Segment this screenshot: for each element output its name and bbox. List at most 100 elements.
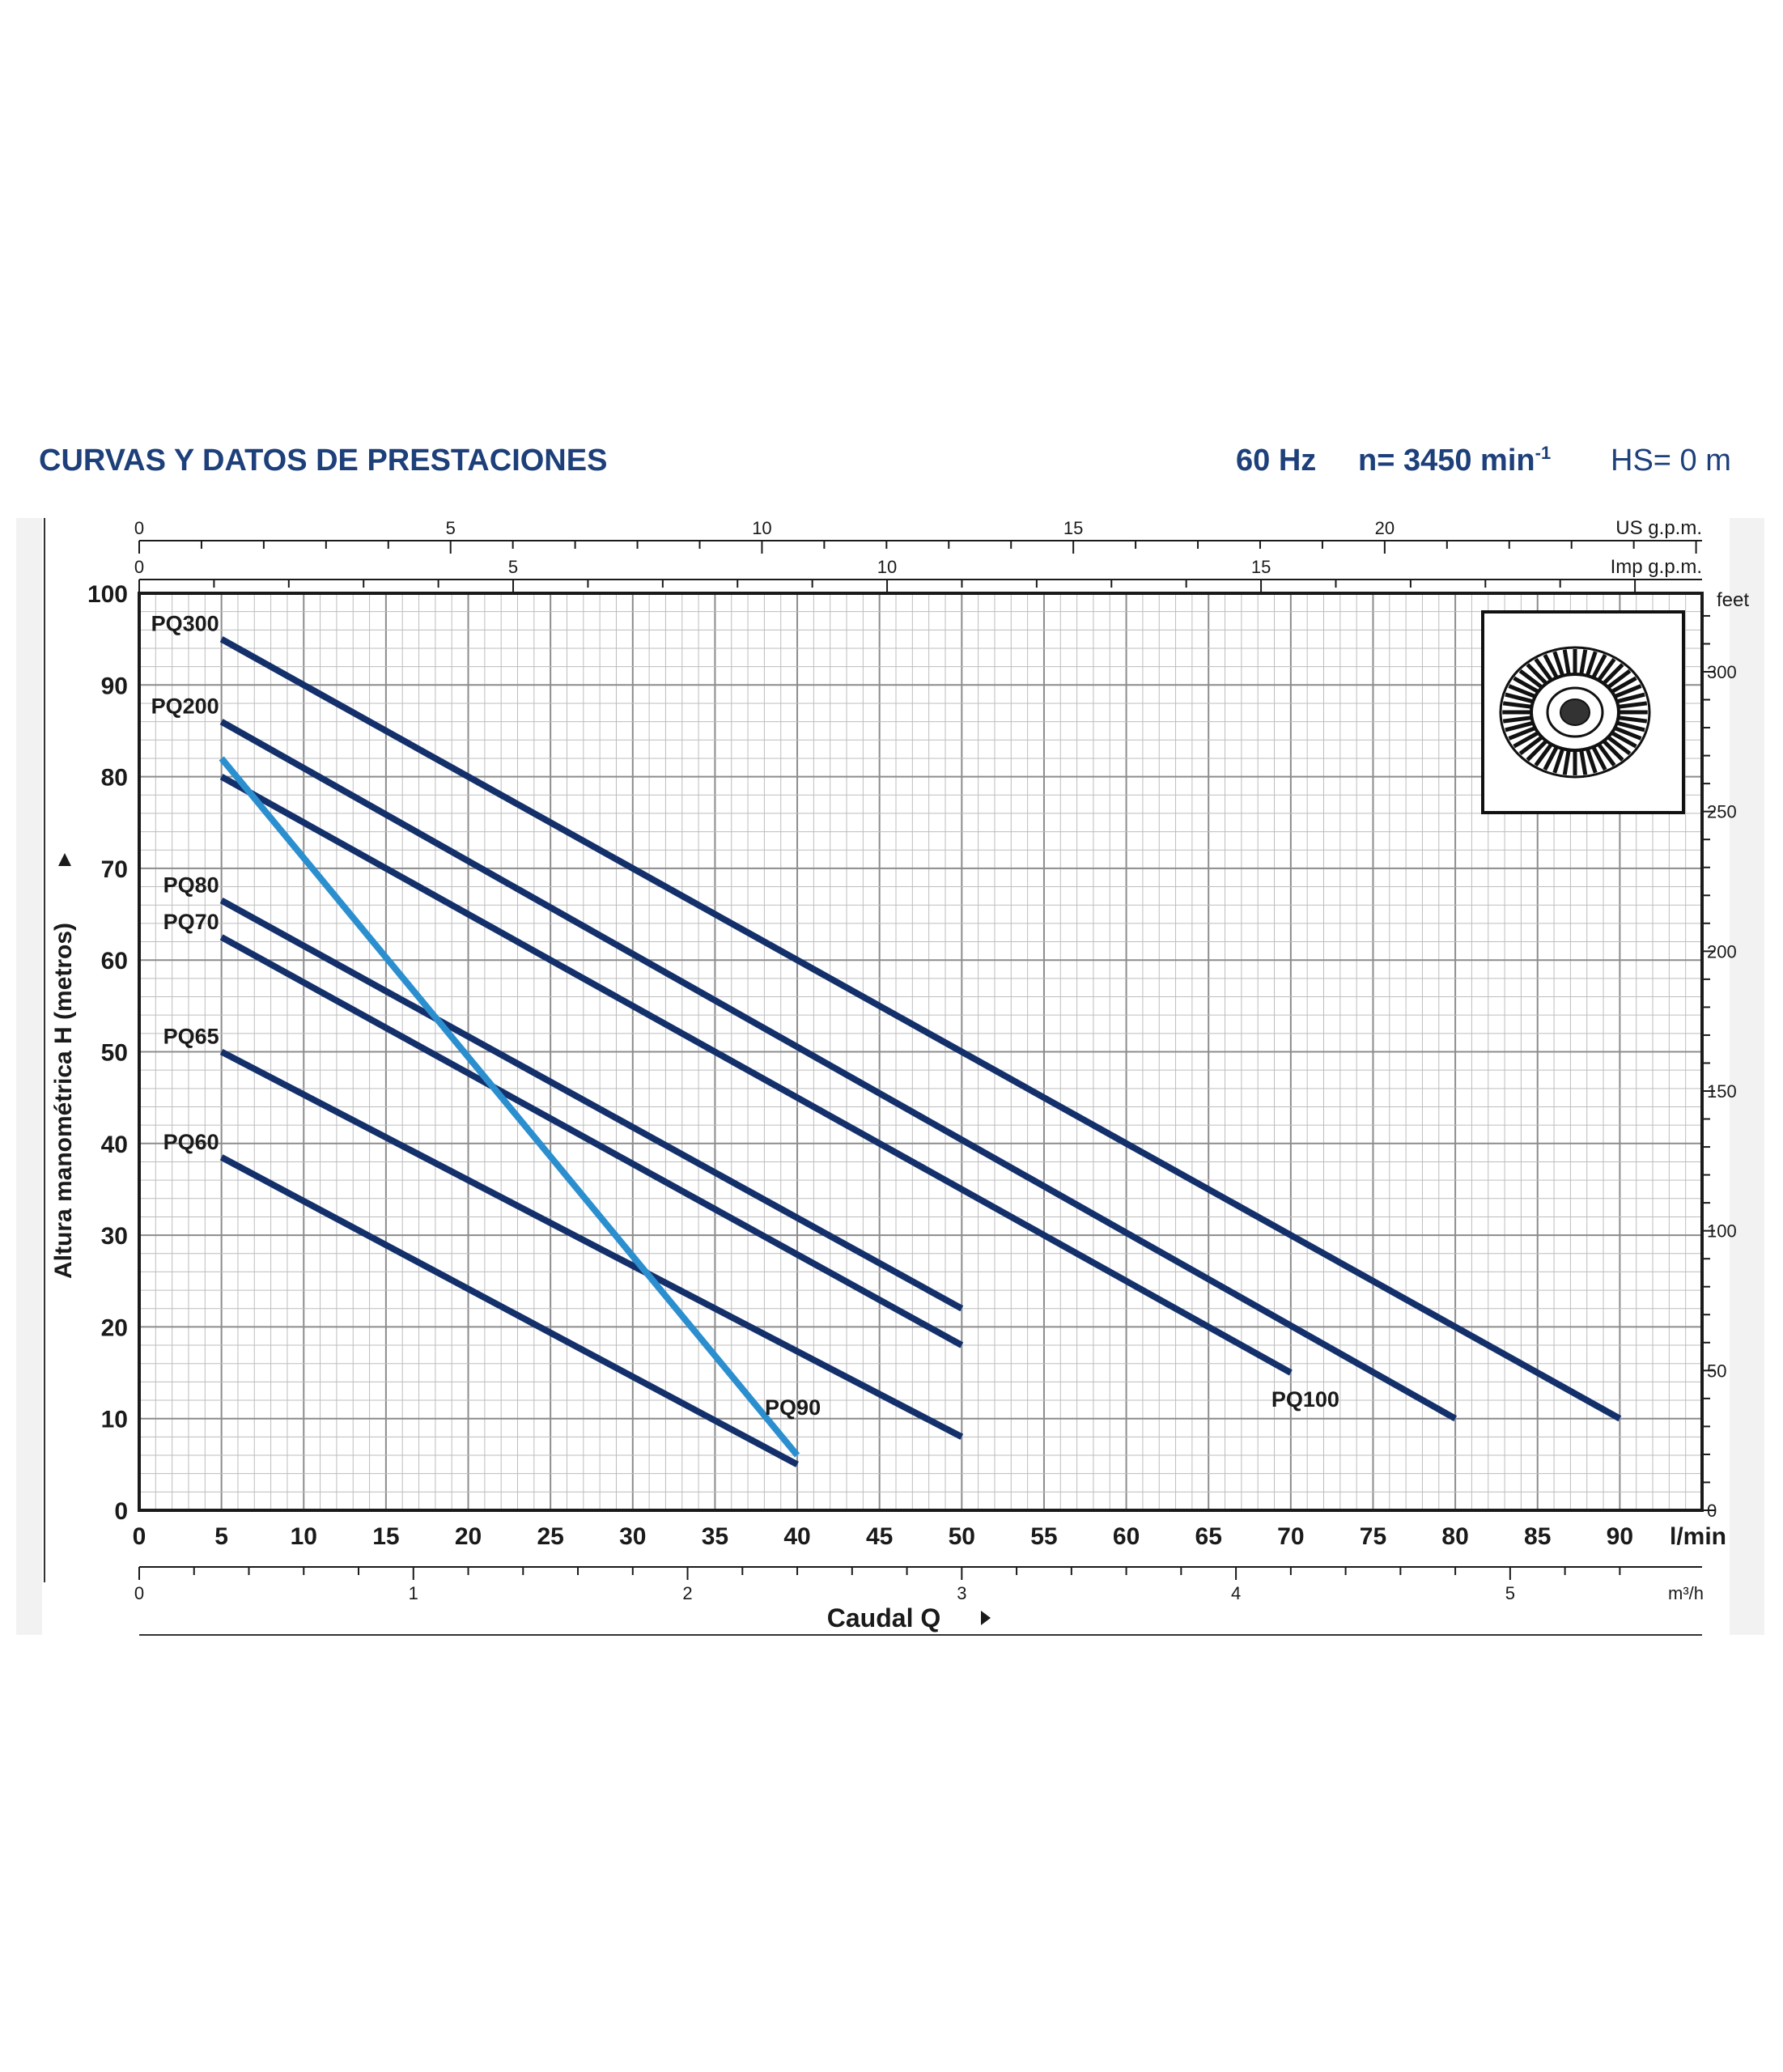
series-line-pq90	[219, 756, 800, 1458]
impeller-blade	[1615, 720, 1645, 732]
bottom-axis-lmin: 0 5 10 15 20 25 30 35 40 45 50 55 60 65 70 75 80 85 90 l/mi…	[133, 1523, 1726, 1550]
x-tick-label: 45	[866, 1523, 893, 1550]
x-tick-label: 40	[783, 1523, 810, 1550]
y-tick-label: 0	[114, 1498, 128, 1525]
impeller-blade	[1610, 730, 1637, 749]
impeller-blade	[1613, 725, 1642, 741]
impeller-blade	[1534, 657, 1554, 682]
x-tick-label: 80	[1441, 1523, 1468, 1550]
impeller-blade	[1617, 701, 1648, 709]
series-line-pq100	[219, 774, 1293, 1376]
speed-label: n= 3450 min-1	[1358, 443, 1551, 478]
impeller-blade	[1596, 657, 1616, 682]
impeller-shaft-hole	[1560, 698, 1590, 726]
y-tick-label: 100	[87, 581, 128, 608]
x-tick-label: 10	[291, 1523, 317, 1550]
y-tick-label: 60	[101, 948, 128, 974]
feet-unit-label: feet	[1717, 589, 1749, 611]
top-axis-us-gpm: 0 5 10 15 20 US g.p.m.	[134, 517, 1702, 554]
impeller-blade	[1526, 663, 1549, 686]
feet-tick-label: 50	[1707, 1361, 1726, 1381]
impeller-blade	[1601, 663, 1624, 686]
impeller-blade	[1518, 735, 1544, 756]
series-line-pq80	[219, 898, 964, 1312]
impeller-blade	[1552, 747, 1565, 774]
us-gpm-tick-label: 0	[134, 518, 144, 538]
x-tick-label: 0	[133, 1523, 146, 1550]
series-label-pq100: PQ100	[1271, 1387, 1339, 1412]
impeller-inset	[1481, 610, 1685, 814]
imp-gpm-tick-label: 5	[508, 557, 518, 577]
impeller-blade	[1505, 720, 1535, 732]
x-tick-label: 25	[537, 1523, 563, 1550]
x-tick-label: 35	[702, 1523, 728, 1550]
x-tick-label: 55	[1030, 1523, 1057, 1550]
chart-title: CURVAS Y DATOS DE PRESTACIONES	[39, 444, 607, 478]
series-label-pq70: PQ70	[163, 910, 219, 934]
impeller-outer-ring	[1499, 646, 1651, 779]
m3h-tick-label: 5	[1505, 1583, 1515, 1603]
feet-tick-label: 200	[1707, 941, 1737, 962]
x-tick-label: 50	[949, 1523, 975, 1550]
m3h-unit-label: m³/h	[1668, 1583, 1704, 1603]
x-tick-label: 15	[372, 1523, 399, 1550]
us-gpm-tick-label: 5	[446, 518, 456, 538]
impeller-blade	[1508, 684, 1537, 699]
impeller-icon	[1499, 646, 1651, 779]
imp-gpm-unit-label: Imp g.p.m.	[1611, 556, 1702, 578]
us-gpm-tick-label: 20	[1375, 518, 1395, 538]
y-tick-label: 80	[101, 765, 128, 792]
impeller-blade	[1526, 738, 1549, 762]
m3h-tick-label: 4	[1231, 1583, 1241, 1603]
x-tick-label: 60	[1113, 1523, 1140, 1550]
y-tick-label: 40	[101, 1132, 128, 1158]
impeller-blade	[1502, 715, 1533, 724]
left-axis-meters: 0 10 20 30 40 50 60 70 80 90 100	[87, 581, 128, 1525]
speed-value: n= 3450 min	[1358, 444, 1535, 478]
series-line-pq60	[219, 1154, 799, 1467]
impeller-blade	[1543, 653, 1560, 680]
series-label-pq60: PQ60	[163, 1130, 219, 1154]
impeller-blade	[1552, 651, 1565, 677]
impeller-blade	[1585, 651, 1598, 677]
feet-tick-label: 100	[1707, 1221, 1737, 1242]
x-unit-label: l/min	[1670, 1523, 1726, 1550]
top-axis-imp-gpm: 0 5 10 15 Imp g.p.m.	[134, 556, 1702, 592]
impeller-blade	[1606, 735, 1632, 756]
feet-tick-label: 0	[1707, 1501, 1717, 1521]
plot-frame	[138, 592, 1704, 1512]
m3h-tick-label: 1	[409, 1583, 418, 1603]
impeller-blade	[1590, 653, 1607, 680]
right-axis-feet: 0 50 100 150 200 250 300 feet	[1702, 589, 1749, 1521]
frequency-label: 60 Hz	[1236, 444, 1316, 478]
impeller-blade	[1579, 649, 1588, 676]
series-line-pq70	[219, 934, 964, 1348]
x-tick-label: 90	[1607, 1523, 1633, 1550]
impeller-blade	[1513, 730, 1540, 749]
impeller-blade	[1617, 715, 1648, 724]
y-tick-label: 70	[101, 856, 128, 883]
series-label-pq200: PQ200	[151, 694, 219, 719]
impeller-blade	[1606, 669, 1632, 690]
m3h-tick-label: 0	[134, 1583, 144, 1603]
feet-tick-label: 150	[1707, 1081, 1737, 1102]
us-gpm-tick-label: 10	[752, 518, 771, 538]
x-tick-label: 30	[619, 1523, 646, 1550]
plot-border	[138, 592, 1704, 1512]
series-label-pq300: PQ300	[151, 612, 219, 636]
impeller-blade	[1508, 725, 1537, 741]
series-label-pq90: PQ90	[765, 1395, 821, 1420]
x-tick-label: 65	[1195, 1523, 1222, 1550]
y-tick-label: 20	[101, 1314, 128, 1341]
us-gpm-tick-label: 15	[1063, 518, 1083, 538]
imp-gpm-tick-label: 10	[877, 557, 897, 577]
m3h-tick-label: 2	[682, 1583, 692, 1603]
impeller-blade	[1562, 749, 1571, 775]
x-tick-label: 75	[1360, 1523, 1386, 1550]
impeller-blade	[1518, 669, 1544, 690]
series-line-pq200	[219, 719, 1458, 1422]
hs-label: HS= 0 m	[1611, 444, 1731, 478]
y-axis-arrow-icon	[58, 853, 71, 866]
chart-backdrop-inner	[42, 518, 1730, 1635]
